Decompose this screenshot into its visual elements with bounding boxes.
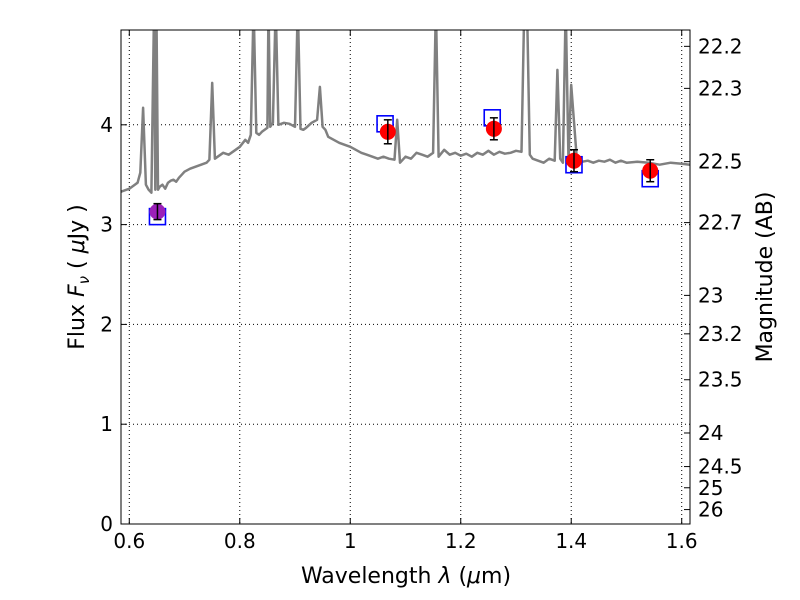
data-points [148,109,660,226]
grid-lines [121,30,690,525]
right-axis-label: Magnitude (AB) [753,192,778,363]
right-tick-label: 23.2 [698,322,743,346]
right-tick-label: 22.7 [698,211,743,235]
right-tick-label: 22.3 [698,76,743,100]
right-tick-label: 26 [698,498,723,522]
model-spectrum [121,30,690,194]
axis-ticks: 0.6 0.8 1 1.2 1.4 1.60123422.222.322.522.7232… [100,30,743,553]
x-tick-label: 1.2 [445,529,477,553]
y-tick-label: 3 [100,213,113,237]
y-tick-label: 0 [100,512,113,536]
y-tick-label: 4 [100,113,113,137]
right-tick-label: 25 [698,476,723,500]
x-tick-label: 1 [344,529,357,553]
x-tick-label: 1.6 [666,529,698,553]
x-tick-label: 0.8 [224,529,256,553]
right-tick-label: 24 [698,421,723,445]
right-tick-label: 22.5 [698,150,743,174]
x-tick-label: 0.6 [113,529,145,553]
y-tick-label: 2 [100,312,113,336]
y-axis-label: Flux Fν ( μJy ) [65,204,93,349]
spectrum-line [121,30,690,194]
right-tick-label: 24.5 [698,455,743,479]
x-axis-label: Wavelength λ (μm) [301,564,511,589]
right-tick-label: 23 [698,283,723,307]
x-tick-label: 1.4 [555,529,587,553]
plot-frame [120,29,691,525]
y-tick-label: 1 [100,412,113,436]
right-tick-label: 23.5 [698,368,743,392]
right-tick-label: 22.2 [698,34,743,58]
